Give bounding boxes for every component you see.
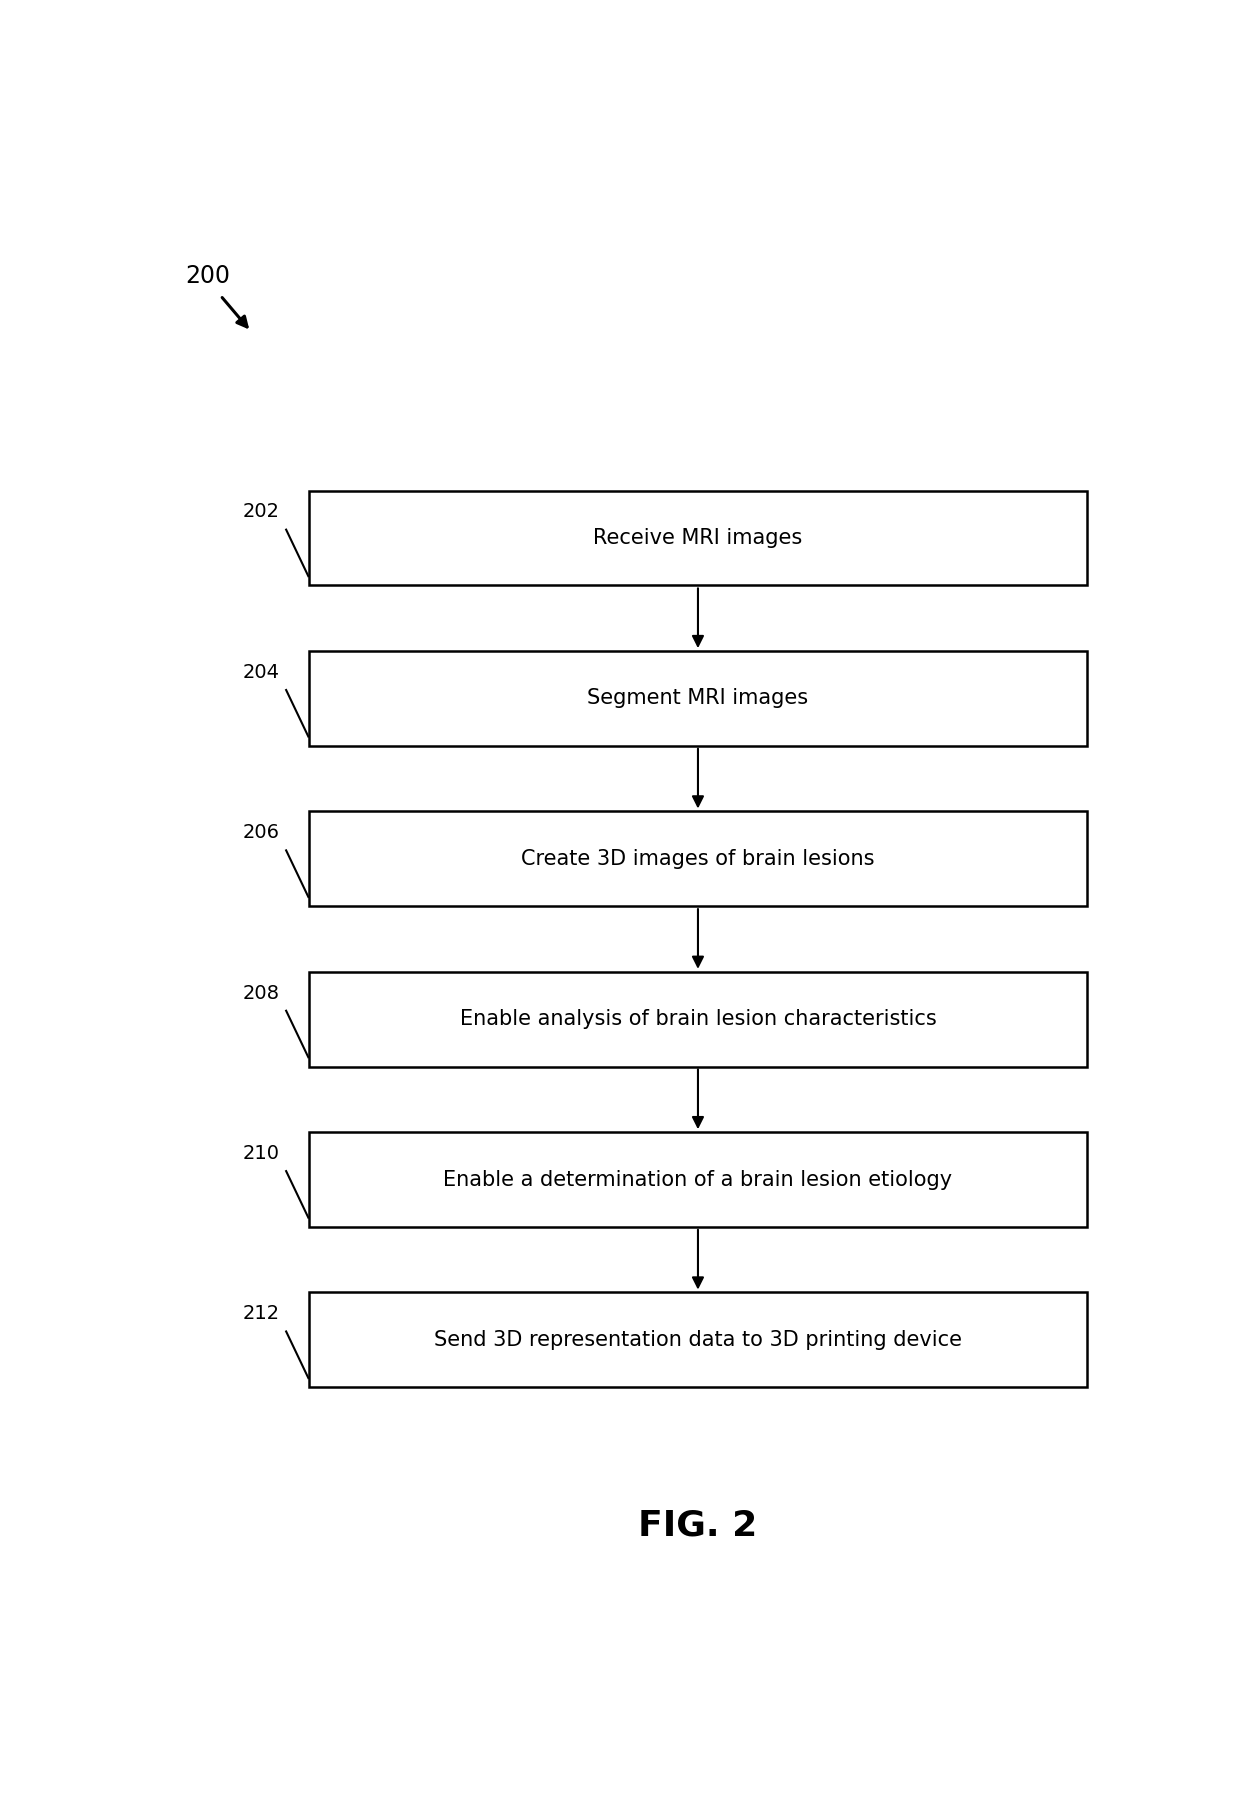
Text: 206: 206 [243, 824, 280, 842]
Text: 208: 208 [243, 983, 280, 1003]
Text: Enable a determination of a brain lesion etiology: Enable a determination of a brain lesion… [444, 1170, 952, 1190]
Text: 200: 200 [185, 264, 231, 288]
Text: 210: 210 [243, 1145, 280, 1163]
Text: FIG. 2: FIG. 2 [639, 1509, 758, 1543]
Text: Create 3D images of brain lesions: Create 3D images of brain lesions [521, 849, 874, 869]
Text: 204: 204 [243, 663, 280, 681]
Text: 212: 212 [243, 1304, 280, 1324]
Bar [309, 1293, 1087, 1387]
Text: Send 3D representation data to 3D printing device: Send 3D representation data to 3D printi… [434, 1329, 962, 1349]
Bar [309, 973, 1087, 1067]
Text: Receive MRI images: Receive MRI images [593, 529, 802, 549]
Bar [309, 1132, 1087, 1226]
Bar [309, 491, 1087, 585]
Bar [309, 650, 1087, 746]
Bar [309, 811, 1087, 906]
Text: Segment MRI images: Segment MRI images [588, 688, 808, 708]
Text: Enable analysis of brain lesion characteristics: Enable analysis of brain lesion characte… [460, 1009, 936, 1029]
Text: 202: 202 [243, 502, 280, 522]
